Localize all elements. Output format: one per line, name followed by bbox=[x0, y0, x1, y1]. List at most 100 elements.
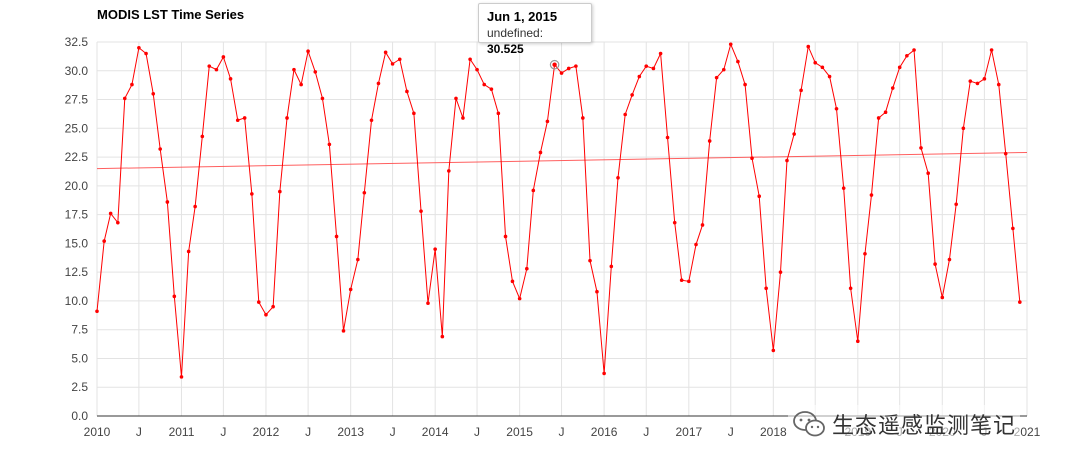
data-point[interactable] bbox=[940, 295, 945, 300]
data-point[interactable] bbox=[989, 48, 994, 52]
data-point[interactable] bbox=[510, 279, 515, 284]
data-point[interactable] bbox=[707, 139, 712, 143]
data-point[interactable] bbox=[574, 64, 578, 68]
data-point[interactable] bbox=[841, 186, 846, 190]
data-point[interactable] bbox=[1011, 226, 1015, 231]
data-point[interactable] bbox=[299, 82, 303, 87]
data-point[interactable] bbox=[679, 278, 684, 283]
data-point[interactable] bbox=[721, 67, 726, 72]
highlighted-point[interactable] bbox=[549, 59, 560, 70]
data-point[interactable] bbox=[250, 192, 254, 196]
data-point[interactable] bbox=[158, 147, 162, 151]
data-point[interactable] bbox=[820, 65, 825, 70]
data-point[interactable] bbox=[876, 116, 881, 120]
data-point[interactable] bbox=[503, 234, 508, 239]
data-point[interactable] bbox=[651, 66, 656, 71]
data-point[interactable] bbox=[221, 55, 226, 59]
data-point[interactable] bbox=[397, 57, 402, 62]
data-point[interactable] bbox=[968, 79, 973, 83]
data-point[interactable] bbox=[376, 81, 381, 86]
data-point[interactable] bbox=[496, 111, 501, 116]
data-point[interactable] bbox=[750, 156, 754, 161]
data-point[interactable] bbox=[947, 257, 952, 262]
data-point[interactable] bbox=[313, 70, 318, 74]
data-point[interactable] bbox=[341, 329, 346, 333]
data-point[interactable] bbox=[531, 188, 536, 193]
data-point[interactable] bbox=[235, 118, 240, 123]
data-point[interactable] bbox=[863, 251, 867, 256]
data-point[interactable] bbox=[658, 51, 663, 56]
data-point[interactable] bbox=[961, 126, 966, 131]
data-point[interactable] bbox=[383, 50, 388, 55]
data-point[interactable] bbox=[644, 64, 649, 68]
data-point[interactable] bbox=[609, 264, 614, 269]
data-point[interactable] bbox=[482, 82, 487, 87]
data-point[interactable] bbox=[405, 89, 409, 94]
data-point[interactable] bbox=[630, 93, 634, 97]
data-point[interactable] bbox=[933, 262, 937, 266]
data-point[interactable] bbox=[440, 334, 445, 339]
data-point[interactable] bbox=[292, 67, 296, 72]
data-point[interactable] bbox=[214, 67, 219, 72]
data-point[interactable] bbox=[137, 45, 141, 50]
data-point[interactable] bbox=[165, 200, 170, 204]
data-point[interactable] bbox=[883, 110, 888, 114]
data-point[interactable] bbox=[256, 300, 261, 304]
trend-line[interactable] bbox=[96, 151, 1028, 170]
data-point[interactable] bbox=[743, 82, 747, 87]
data-point[interactable] bbox=[517, 296, 522, 301]
data-point[interactable] bbox=[905, 54, 909, 58]
data-point[interactable] bbox=[116, 220, 120, 225]
data-point[interactable] bbox=[200, 134, 205, 139]
data-point[interactable] bbox=[172, 294, 177, 299]
data-point[interactable] bbox=[228, 77, 233, 81]
data-point[interactable] bbox=[687, 279, 691, 284]
data-point[interactable] bbox=[637, 74, 642, 79]
data-point[interactable] bbox=[419, 209, 423, 213]
data-point[interactable] bbox=[144, 51, 148, 56]
data-point[interactable] bbox=[672, 220, 677, 225]
data-point[interactable] bbox=[306, 49, 310, 54]
data-point[interactable] bbox=[897, 65, 902, 70]
data-point[interactable] bbox=[694, 242, 698, 247]
data-point[interactable] bbox=[912, 48, 916, 52]
data-point[interactable] bbox=[623, 112, 627, 117]
data-point[interactable] bbox=[595, 289, 599, 294]
data-point[interactable] bbox=[926, 171, 930, 175]
data-point[interactable] bbox=[102, 239, 106, 243]
data-point[interactable] bbox=[996, 82, 1001, 87]
highlight-ring[interactable] bbox=[549, 59, 560, 70]
data-point[interactable] bbox=[348, 287, 353, 292]
data-point[interactable] bbox=[785, 158, 789, 163]
data-point[interactable] bbox=[271, 304, 275, 309]
data-point[interactable] bbox=[369, 118, 374, 123]
data-point[interactable] bbox=[334, 234, 339, 239]
data-point[interactable] bbox=[454, 96, 458, 101]
data-point[interactable] bbox=[412, 111, 416, 116]
data-point[interactable] bbox=[447, 169, 451, 173]
data-point[interactable] bbox=[581, 116, 585, 120]
data-point[interactable] bbox=[207, 64, 212, 68]
data-point[interactable] bbox=[982, 77, 987, 81]
data-point[interactable] bbox=[327, 142, 332, 147]
data-point[interactable] bbox=[545, 119, 550, 124]
data-point[interactable] bbox=[468, 57, 472, 62]
data-point[interactable] bbox=[122, 96, 127, 101]
data-point[interactable] bbox=[264, 312, 268, 317]
data-point[interactable] bbox=[799, 88, 803, 93]
data-point[interactable] bbox=[525, 266, 529, 271]
data-point[interactable] bbox=[813, 60, 818, 65]
data-point[interactable] bbox=[757, 194, 762, 199]
data-point[interactable] bbox=[588, 258, 592, 263]
highlight-dot[interactable] bbox=[552, 62, 557, 67]
data-point[interactable] bbox=[193, 204, 197, 209]
data-point[interactable] bbox=[700, 223, 705, 227]
data-point[interactable] bbox=[848, 286, 853, 291]
data-point[interactable] bbox=[954, 202, 958, 207]
data-point[interactable] bbox=[728, 42, 733, 47]
data-point[interactable] bbox=[95, 309, 99, 314]
data-point[interactable] bbox=[714, 75, 719, 80]
data-point[interactable] bbox=[242, 116, 247, 120]
data-point[interactable] bbox=[975, 81, 980, 86]
data-point[interactable] bbox=[433, 247, 437, 251]
